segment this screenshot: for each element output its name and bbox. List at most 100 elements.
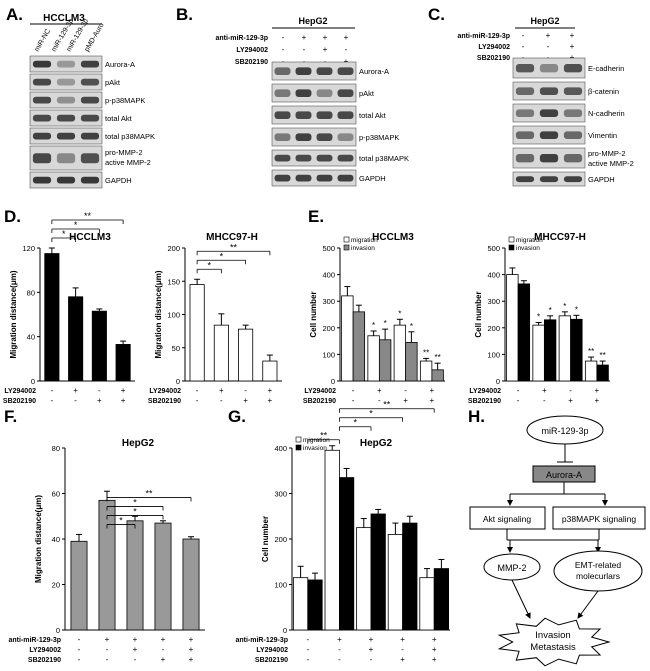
panel-c-sign: - — [522, 31, 525, 40]
treatment-sign: - — [306, 645, 309, 654]
panel-b-row-5-band — [274, 174, 291, 182]
panel-a-band-label: pro-MMP-2 — [105, 148, 143, 157]
panel-c-title: HepG2 — [530, 16, 559, 26]
sig-mark: ** — [600, 351, 606, 360]
treatment-sign: + — [542, 386, 547, 395]
panel-b-row-3-band — [316, 133, 333, 141]
legend-swatch — [343, 244, 350, 251]
treatment-sign: - — [244, 386, 247, 395]
sig-mark: * — [369, 409, 373, 419]
y-tick-label: 400 — [274, 444, 287, 453]
panel-b-row-3-band — [337, 133, 354, 141]
panel-b-row-0-strip — [271, 61, 357, 81]
treatment-sign: - — [78, 635, 81, 644]
chart-e1: HCCLM3 0 100 200 300 400 500 Cell number migrati… — [303, 232, 445, 405]
panel-b-row-4-strip — [271, 149, 357, 167]
panel-c-row-3-band — [515, 131, 535, 139]
chart-title: HepG2 — [122, 438, 155, 449]
treatment-sign: - — [352, 396, 355, 405]
treatment-sign: + — [219, 386, 224, 395]
sig-mark: * — [353, 418, 357, 428]
bar — [419, 577, 435, 631]
y-tick-label: 150 — [167, 277, 180, 286]
treatment-sign: + — [403, 396, 408, 405]
bar — [238, 328, 254, 382]
treatment-sign: - — [543, 396, 546, 405]
treatment-sign: - — [162, 645, 165, 654]
panel-c-row-5-band — [539, 176, 559, 183]
treatment-sign: + — [189, 655, 194, 664]
legend-label: invasion — [351, 245, 375, 252]
panel-c-band-label: Vimentin — [588, 131, 617, 140]
y-tick-label: 500 — [322, 244, 335, 253]
panel-b-sign: - — [282, 33, 285, 42]
panel-c-row-5-band — [515, 176, 535, 183]
treatment-sign: + — [97, 396, 102, 405]
treatment-sign: - — [569, 386, 572, 395]
sig-mark: * — [372, 321, 375, 330]
panel-a-row-1-band — [32, 78, 52, 86]
bar — [70, 540, 88, 631]
sig-mark: * — [410, 322, 413, 331]
y-tick-label: 0 — [31, 377, 35, 386]
sig-mark: * — [74, 220, 78, 230]
panel-c-band-label: E-cadherin — [588, 64, 624, 73]
bar — [262, 360, 278, 382]
panel-a-band-label: total Akt — [105, 114, 133, 123]
treatment-sign: - — [134, 655, 137, 664]
treatment-row-label: SB202190 — [148, 398, 181, 405]
treatment-sign: + — [189, 635, 194, 644]
panel-b-row-0-band — [316, 67, 333, 75]
y-tick-label: 0 — [331, 377, 335, 386]
panel-b-band-label: pAkt — [359, 89, 375, 98]
treatment-row-label: LY294002 — [29, 647, 61, 654]
y-tick-label: 20 — [52, 581, 60, 590]
panel-b-sign: - — [303, 45, 306, 54]
metastasis-label: Metastasis — [530, 642, 576, 653]
panel-a-band-label: Aurora-A — [105, 60, 135, 69]
panel-a-band-label: GAPDH — [105, 176, 132, 185]
treatment-sign: + — [400, 655, 405, 664]
bar — [419, 360, 433, 382]
treatment-sign: - — [401, 645, 404, 654]
mmp-to-invasion-arrow — [511, 579, 531, 619]
panel-b-title: HepG2 — [298, 16, 327, 26]
bar — [213, 324, 229, 382]
panel-c-treatment-label: LY294002 — [478, 44, 510, 51]
panel-c-sign: + — [570, 53, 575, 62]
panel-b-sign: - — [303, 57, 306, 66]
chart-title: HepG2 — [360, 438, 393, 449]
sig-mark: * — [133, 497, 137, 507]
panel-c-row-4-band — [515, 154, 535, 163]
treatment-sign: - — [306, 635, 309, 644]
panel-c-treatment-label: anti-miR-129-3p — [457, 33, 510, 40]
bar — [367, 335, 380, 382]
y-tick-label: 400 — [322, 271, 335, 280]
panel-a-row-6-band — [80, 176, 100, 184]
sig-mark: * — [563, 302, 566, 311]
chart-title: HCCLM3 — [69, 232, 111, 243]
bar — [584, 360, 598, 382]
panel-a-row-2-band — [80, 96, 100, 104]
mmp-node-label: MMP-2 — [498, 563, 527, 573]
y-tick-label: 200 — [487, 324, 500, 333]
treatment-row-label: SB202190 — [3, 398, 36, 405]
panel-b-row-1-band — [337, 89, 354, 97]
invasion-label: Invasion — [535, 630, 570, 641]
panel-a-row-4-band — [32, 132, 52, 140]
panel-b-row-4-band — [274, 154, 291, 162]
panel-b-blot: HepG2 anti-miR-129-3p - + + + LY294002 - - + - SB20… — [215, 16, 409, 187]
panel-c-row-1-band — [563, 87, 583, 95]
sig-mark: * — [119, 515, 123, 525]
treatment-sign: + — [432, 645, 437, 654]
treatment-sign: + — [133, 635, 138, 644]
panel-b-sign: + — [344, 57, 349, 66]
sig-mark: ** — [145, 488, 153, 498]
panel-c-row-2-band — [539, 109, 559, 117]
panel-c-row-2-band — [515, 109, 535, 117]
panel-a-band-label: pAkt — [105, 78, 121, 87]
treatment-sign: + — [189, 645, 194, 654]
treatment-sign: + — [369, 645, 374, 654]
aurora-node-label: Aurora-A — [546, 470, 582, 480]
treatment-sign: + — [243, 396, 248, 405]
